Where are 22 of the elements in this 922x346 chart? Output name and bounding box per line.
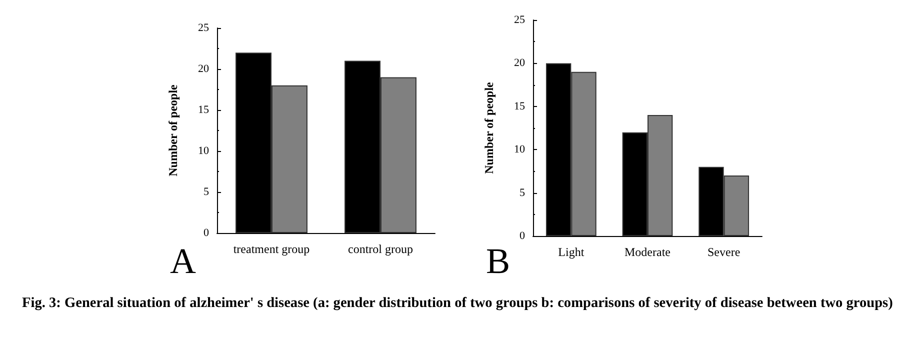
y-tick-label: 25 bbox=[198, 22, 210, 34]
y-tick-label: 5 bbox=[204, 186, 210, 198]
x-tick-label: Moderate bbox=[624, 245, 670, 259]
x-tick-label: control group bbox=[348, 242, 413, 256]
y-tick-label: 5 bbox=[520, 186, 526, 199]
y-tick-label: 0 bbox=[520, 230, 526, 242]
y-tick-label: 10 bbox=[514, 144, 526, 156]
y-tick-label: 20 bbox=[198, 63, 210, 75]
x-tick-label: treatment group bbox=[233, 242, 310, 256]
y-tick-label: 20 bbox=[514, 57, 526, 70]
y-tick-label: 15 bbox=[198, 104, 210, 116]
y-axis-title: Number of people bbox=[482, 81, 496, 174]
caption: Fig. 3: General situation of alzheimer' s disease (a: gender distribution of two groups b: comparisons of severity of disease between two groups) bbox=[22, 294, 894, 313]
text: B bbox=[486, 241, 510, 281]
y-tick-label: 10 bbox=[198, 145, 210, 157]
y-tick-label: 15 bbox=[514, 100, 526, 112]
y-tick-label: 25 bbox=[514, 14, 526, 26]
text: A bbox=[170, 241, 196, 281]
x-tick-label: Light bbox=[558, 245, 585, 259]
y-tick-label: 0 bbox=[204, 227, 210, 239]
y-axis-title: Number of people bbox=[166, 84, 180, 176]
x-tick-label: Severe bbox=[708, 245, 740, 259]
